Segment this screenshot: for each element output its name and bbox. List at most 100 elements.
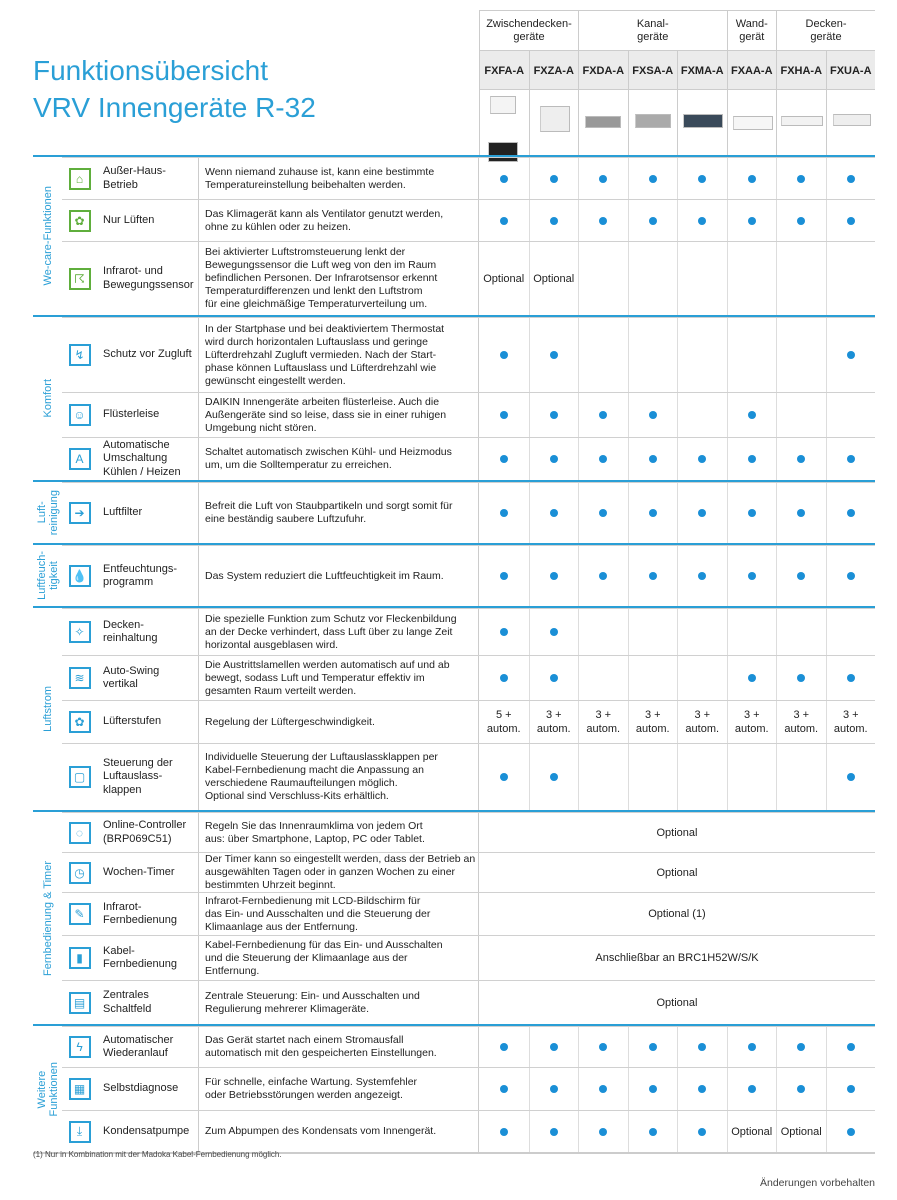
- feature-description: Das Gerät startet nach einem Stromausfal…: [198, 1027, 479, 1067]
- available-dot-icon: [648, 1085, 657, 1093]
- icon-cell: ▢: [62, 744, 97, 810]
- available-dot-icon: [698, 1127, 707, 1136]
- available-dot-icon: [648, 455, 657, 463]
- available-dot-icon: [549, 411, 558, 419]
- value-cell: [627, 546, 678, 606]
- product-image: [825, 90, 876, 155]
- value-cell: [479, 609, 529, 655]
- value-cell: [776, 393, 826, 437]
- feature-name: Flüsterleise: [103, 408, 160, 421]
- available-dot-icon: [846, 1043, 855, 1051]
- swing-icon: ≋: [68, 667, 91, 689]
- value-cell: [726, 656, 777, 700]
- title-line-1: Funktionsübersicht: [33, 55, 269, 86]
- available-dot-icon: [499, 1085, 508, 1093]
- value-cell: 3 + autom.: [627, 701, 678, 743]
- available-dot-icon: [846, 216, 855, 225]
- feature-name: Entfeuchtungs- programm: [103, 562, 177, 589]
- available-dot-icon: [846, 455, 855, 463]
- model-fxda-a: FXDA-A: [578, 51, 628, 89]
- value-cell: [776, 546, 826, 606]
- value-cell: [528, 1068, 579, 1110]
- product-unit-shape: [683, 114, 723, 128]
- feature-name: Nur Lüften: [103, 213, 155, 226]
- available-dot-icon: [747, 509, 756, 517]
- value-cell: [479, 200, 529, 241]
- value-cell: [776, 656, 826, 700]
- value-cell: [528, 438, 579, 480]
- model-fxha-a: FXHA-A: [776, 51, 826, 89]
- ceiling-clean-icon: ✧: [68, 621, 91, 643]
- feature-name: Decken- reinhaltung: [103, 618, 158, 645]
- value-cell: [578, 393, 628, 437]
- icon-cell: ↯: [62, 318, 97, 392]
- available-dot-icon: [549, 174, 558, 183]
- value-cell: [776, 483, 826, 543]
- available-dot-icon: [499, 455, 508, 463]
- feature-table: We-care-Funktionen ⌂ Außer-Haus-Betrieb Wen…: [33, 155, 875, 1154]
- value-cell: [726, 242, 777, 315]
- section: Fernbedienung & Timer ◌ Online-Controller …: [33, 810, 875, 1024]
- table-row: ϟ Automatischer Wiederanlauf Das Gerät sta…: [62, 1026, 875, 1067]
- auto-mode-icon: A: [68, 448, 91, 470]
- dry-drops-icon: 💧: [68, 565, 91, 587]
- section-label: Fernbedienung & Timer: [33, 812, 62, 1024]
- table-row: ☺ Flüsterleise DAIKIN Innengeräte arbeiten…: [62, 392, 875, 437]
- value-cell: [479, 656, 529, 700]
- value-cell: [677, 744, 727, 810]
- section-label-text: Fernbedienung & Timer: [41, 860, 54, 976]
- value-cell: [825, 318, 876, 392]
- section: Luftfeuch- tigkeit 💧 Entfeuchtungs- progra…: [33, 543, 875, 606]
- available-dot-icon: [797, 509, 806, 517]
- value-cell: [578, 744, 628, 810]
- value-cell: [627, 200, 678, 241]
- icon-cell: ☈: [62, 242, 97, 315]
- available-dot-icon: [499, 216, 508, 225]
- feature-description: Bei aktivierter Luftstromsteuerung lenkt…: [198, 242, 479, 315]
- feature-name: Steuerung der Luftauslass- klappen: [103, 756, 173, 796]
- icon-cell: ▤: [62, 981, 97, 1024]
- feature-name: Selbstdiagnose: [103, 1082, 179, 1095]
- feature-description: Regeln Sie das Innenraumklima von jedem …: [198, 813, 479, 852]
- product-image: [528, 90, 579, 155]
- section-label: Luftstrom: [33, 608, 62, 810]
- footnote: (1) Nur in Kombination mit der Madoka Ka…: [33, 1150, 282, 1159]
- available-dot-icon: [747, 216, 756, 225]
- available-dot-icon: [599, 1127, 608, 1136]
- value-cell: [627, 1027, 678, 1067]
- section: Luft- reinigung ➔ Luftfilter Befreit die Lu…: [33, 480, 875, 543]
- value-cell: [825, 438, 876, 480]
- feature-description: Die spezielle Funktion zum Schutz vor Fl…: [198, 609, 479, 655]
- value-cells: 5 + autom. 3 + autom. 3 + autom. 3 + autom.…: [479, 701, 875, 743]
- value-cell: [578, 656, 628, 700]
- model-header-row: FXFA-A FXZA-A FXDA-A FXSA-A FXMA-A FXAA-A FXHA…: [479, 50, 875, 90]
- model-fxsa-a: FXSA-A: [627, 51, 678, 89]
- value-cell: 3 + autom.: [528, 701, 579, 743]
- feature-description: Regelung der Lüftergeschwindigkeit.: [198, 701, 479, 743]
- value-cell: [627, 744, 678, 810]
- value-cell: 3 + autom.: [726, 701, 777, 743]
- section: Luftstrom ✧ Decken- reinhaltung Die speziel…: [33, 606, 875, 810]
- value-cells: Optional: [479, 813, 875, 852]
- value-cell: [776, 744, 826, 810]
- section-label: Luftfeuch- tigkeit: [33, 545, 62, 606]
- icon-cell: ◌: [62, 813, 97, 852]
- value-cell: [479, 483, 529, 543]
- value-cell: Optional: [726, 1111, 777, 1152]
- spanning-value: Optional: [656, 996, 698, 1009]
- value-cell: [627, 656, 678, 700]
- table-row: ▮ Kabel- Fernbedienung Kabel-Fernbedienung…: [62, 935, 875, 980]
- value-cell: [528, 200, 579, 241]
- value-cell: [677, 158, 727, 199]
- value-cells: [479, 609, 875, 655]
- value-cell: [726, 158, 777, 199]
- product-image: [677, 90, 727, 155]
- icon-cell: ➔: [62, 483, 97, 543]
- table-row: A Automatische Umschaltung Kühlen / Heize…: [62, 437, 875, 480]
- feature-name: Zentrales Schaltfeld: [103, 989, 152, 1015]
- value-cell: [627, 438, 678, 480]
- value-cell: [677, 200, 727, 241]
- group-header: Zwischendecken- geräte: [479, 11, 578, 50]
- value-cell: [578, 1027, 628, 1067]
- quiet-face-icon: ☺: [68, 404, 91, 426]
